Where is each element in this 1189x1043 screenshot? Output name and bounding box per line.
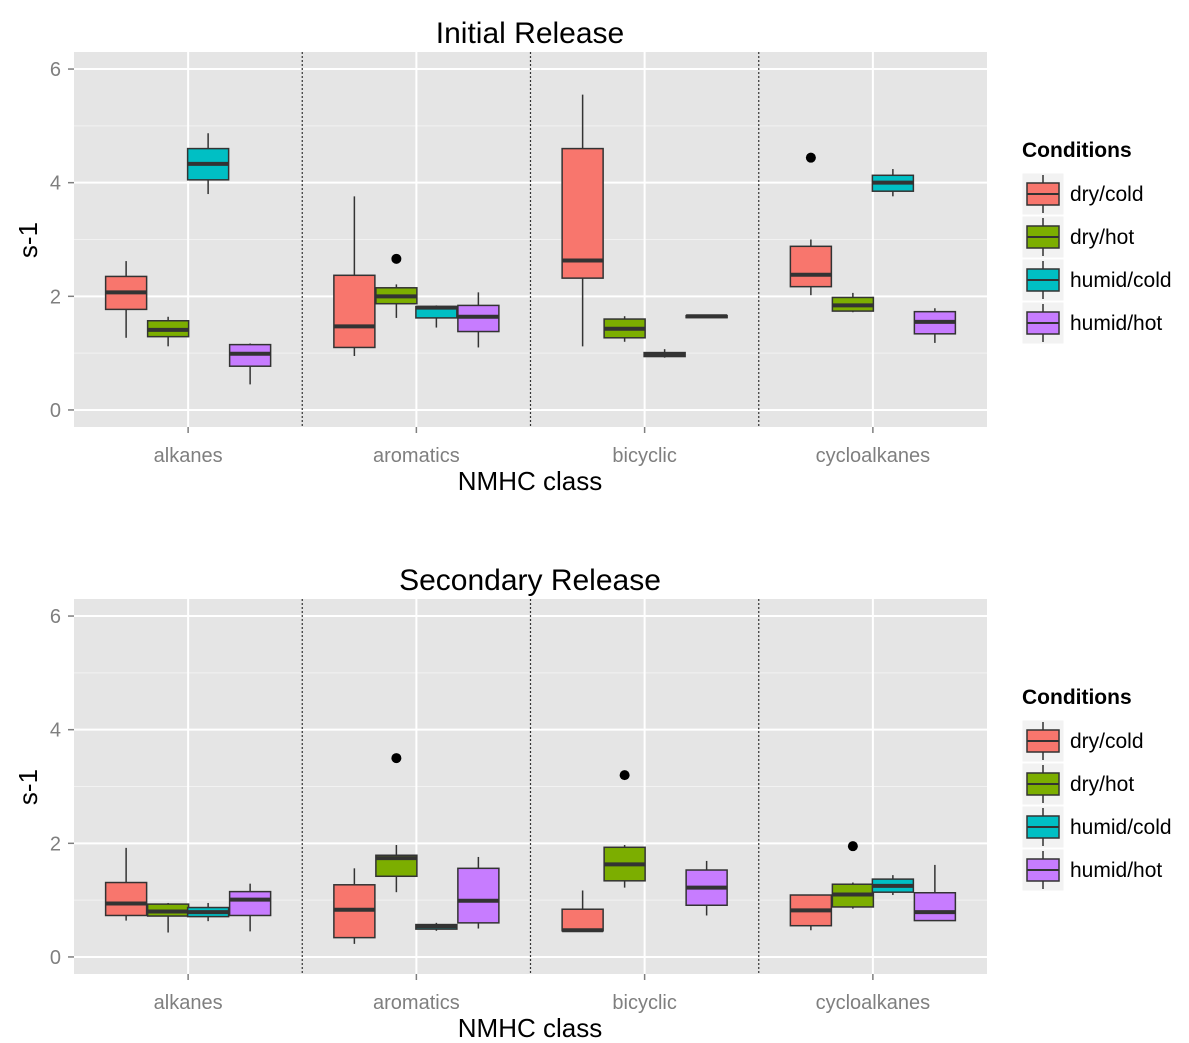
box — [228, 890, 272, 917]
legend: Conditions dry/cold dry/hot humid/cold humi… — [1021, 139, 1172, 345]
legend-label: dry/cold — [1070, 183, 1144, 206]
x-axis-title: NMHC class — [458, 466, 602, 496]
legend-label: dry/cold — [1070, 730, 1144, 753]
box-humid-hot-aromatics — [457, 856, 500, 929]
initial-release-panel: Initial Release 0 2 4 6 alkanes aromatics bic… — [13, 17, 1172, 496]
y-tick-label: 6 — [50, 59, 61, 81]
box — [457, 867, 500, 924]
legend-label: dry/hot — [1070, 773, 1134, 796]
box-marks — [104, 94, 957, 385]
category-separators — [301, 52, 760, 427]
x-tick-label: bicyclic — [612, 992, 676, 1014]
y-tick-label: 6 — [50, 606, 61, 628]
x-axis-ticks: alkanes aromatics bicyclic cycloalkanes — [154, 427, 930, 467]
box-humid-hot-aromatics — [457, 292, 500, 348]
x-tick-label: alkanes — [154, 992, 223, 1014]
box-dry-cold-bicyclic — [561, 890, 604, 933]
box-dry-hot-bicyclic — [603, 770, 646, 888]
legend-item: humid/hot — [1021, 848, 1162, 892]
legend-label: humid/cold — [1070, 269, 1172, 292]
box-dry-cold-aromatics — [333, 868, 376, 944]
box — [561, 908, 604, 932]
box-humid-cold-cycloalkanes — [871, 169, 915, 197]
y-tick-label: 2 — [50, 833, 61, 855]
box-humid-hot-bicyclic — [685, 314, 728, 319]
box-humid-cold-aromatics — [415, 922, 458, 931]
y-axis-ticks: 0 2 4 6 — [50, 59, 74, 422]
legend-item: dry/hot — [1021, 762, 1134, 806]
box-humid-hot-cycloalkanes — [913, 308, 957, 343]
legend-label: dry/hot — [1070, 226, 1134, 249]
panel-title: Secondary Release — [399, 564, 661, 597]
y-tick-label: 4 — [50, 173, 61, 195]
y-axis-title: s-1 — [13, 769, 43, 805]
x-tick-label: bicyclic — [612, 445, 676, 467]
y-tick-label: 0 — [50, 947, 61, 969]
x-tick-label: alkanes — [154, 445, 223, 467]
box — [104, 881, 148, 917]
box-humid-hot-alkanes — [228, 883, 272, 932]
box-humid-hot-cycloalkanes — [913, 864, 957, 922]
box-dry-hot-cycloalkanes — [831, 292, 875, 313]
legend-label: humid/hot — [1070, 312, 1162, 335]
y-tick-label: 0 — [50, 400, 61, 422]
box — [789, 245, 833, 288]
y-tick-label: 4 — [50, 720, 61, 742]
box-dry-cold-alkanes — [104, 261, 148, 338]
box-humid-cold-cycloalkanes — [871, 875, 915, 896]
legend-item: humid/cold — [1021, 258, 1172, 302]
box-humid-cold-bicyclic — [643, 349, 686, 358]
box — [333, 274, 376, 349]
box — [375, 854, 418, 878]
legend: Conditions dry/cold dry/hot humid/cold humi… — [1021, 686, 1172, 892]
x-tick-label: cycloalkanes — [816, 992, 931, 1014]
outlier-point — [847, 841, 858, 852]
y-axis-ticks: 0 2 4 6 — [50, 606, 74, 969]
panel-title: Initial Release — [436, 17, 624, 50]
x-tick-label: aromatics — [373, 445, 460, 467]
legend-label: humid/hot — [1070, 859, 1162, 882]
legend-item: humid/hot — [1021, 301, 1162, 345]
outlier-point — [619, 770, 630, 781]
x-axis-ticks: alkanes aromatics bicyclic cycloalkanes — [154, 974, 930, 1014]
x-tick-label: aromatics — [373, 992, 460, 1014]
box-dry-hot-cycloalkanes — [831, 841, 875, 909]
x-axis-title: NMHC class — [458, 1013, 602, 1043]
box-dry-cold-aromatics — [333, 196, 376, 356]
box-dry-hot-bicyclic — [603, 316, 646, 342]
secondary-release-panel: Secondary Release 0 2 4 6 alkanes aromatics b… — [13, 564, 1172, 1043]
outlier-point — [805, 152, 816, 163]
x-tick-label: cycloalkanes — [816, 445, 931, 467]
box-dry-cold-cycloalkanes — [789, 152, 833, 296]
box-humid-cold-aromatics — [415, 305, 458, 328]
category-separators — [301, 599, 760, 974]
box-humid-cold-alkanes — [186, 902, 230, 922]
box-dry-cold-cycloalkanes — [789, 894, 833, 931]
box-humid-hot-bicyclic — [685, 860, 728, 916]
box-marks — [104, 753, 957, 944]
legend-item: humid/cold — [1021, 805, 1172, 849]
box — [913, 892, 957, 922]
outlier-point — [391, 753, 402, 764]
y-tick-label: 2 — [50, 286, 61, 308]
box-dry-hot-aromatics — [375, 253, 418, 318]
box-humid-cold-alkanes — [186, 133, 230, 195]
outlier-point — [391, 253, 402, 264]
legend-label: humid/cold — [1070, 816, 1172, 839]
legend-title: Conditions — [1022, 686, 1132, 709]
legend-item: dry/cold — [1021, 172, 1144, 216]
y-axis-title: s-1 — [13, 222, 43, 258]
box-dry-cold-alkanes — [104, 847, 148, 921]
box-dry-hot-aromatics — [375, 753, 418, 893]
legend-item: dry/cold — [1021, 719, 1144, 763]
legend-title: Conditions — [1022, 139, 1132, 162]
box-dry-cold-bicyclic — [561, 94, 604, 347]
box-dry-hot-alkanes — [146, 316, 190, 347]
legend-item: dry/hot — [1021, 215, 1134, 259]
box-humid-hot-alkanes — [228, 343, 272, 385]
box — [561, 147, 604, 279]
